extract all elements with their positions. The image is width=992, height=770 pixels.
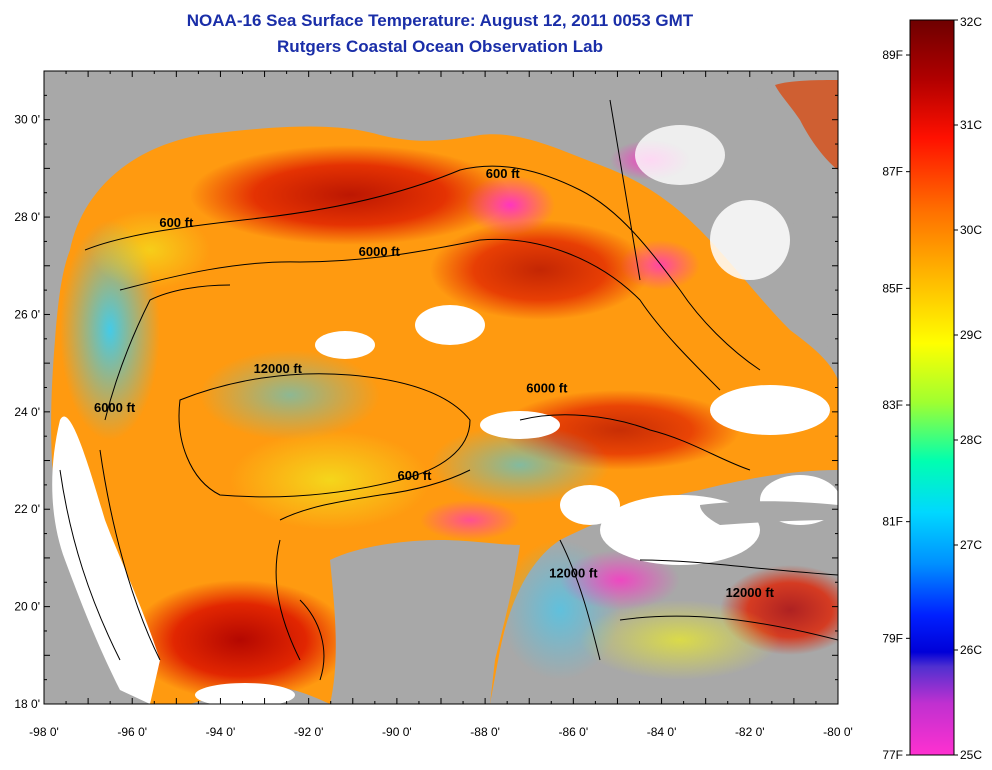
y-axis-labels: 30 0' 28 0' 26 0' 24 0' 22 0' 20 0' 18 0' — [14, 113, 40, 711]
y-tick-label: 22 0' — [14, 502, 40, 516]
cloud-3 — [635, 125, 725, 185]
colorbar-c-label: 26C — [960, 643, 982, 657]
contour-12000ft — [178, 373, 471, 498]
y-tick-label: 26 0' — [14, 307, 40, 321]
mild-zone-2 — [90, 210, 210, 290]
contour-6000ft-east — [519, 414, 751, 471]
y-tick-label: 28 0' — [14, 210, 40, 224]
florida-coast-warm — [775, 80, 838, 170]
x-tick-label: -96 0' — [117, 725, 147, 739]
mild-zone-1 — [230, 430, 430, 530]
colorbar-fahrenheit-labels: 89F 87F 85F 83F 81F 79F 77F — [882, 48, 910, 762]
contour-600ft-south — [279, 469, 471, 521]
axis-ticks — [43, 70, 839, 705]
y-tick-label: 18 0' — [14, 697, 40, 711]
x-tick-label: -86 0' — [559, 725, 589, 739]
x-tick-label: -84 0' — [647, 725, 677, 739]
cloud-9 — [195, 683, 295, 704]
x-tick-label: -88 0' — [470, 725, 500, 739]
contour-label: 600 ft — [398, 468, 433, 483]
colorbar-f-label: 81F — [882, 515, 903, 529]
colorbar-f-label: 77F — [882, 748, 903, 762]
contour-labels: 600 ft 600 ft 6000 ft 12000 ft 6000 ft 6000 f… — [94, 166, 775, 600]
contour-florida-shelf — [609, 99, 641, 281]
contour-label: 6000 ft — [94, 400, 136, 415]
contour-label: 12000 ft — [254, 361, 303, 376]
colorbar-c-label: 28C — [960, 433, 982, 447]
contour-label: 12000 ft — [726, 585, 775, 600]
contour-600ft-north — [84, 165, 761, 371]
warm-zone-central — [430, 220, 650, 320]
cold-patch-4 — [560, 550, 680, 610]
x-axis-labels: -98 0' -96 0' -94 0' -92 0' -90 0' -88 0' -86 … — [29, 725, 853, 739]
contour-12000ft-yucatan — [559, 539, 601, 661]
contour-12000ft-caribbean — [639, 559, 838, 576]
cuba-land — [700, 501, 838, 525]
y-tick-label: 30 0' — [14, 113, 40, 127]
cloud-4 — [710, 200, 790, 280]
colorbar-c-label: 32C — [960, 15, 982, 29]
x-tick-label: -80 0' — [823, 725, 853, 739]
cool-zone-central — [200, 350, 380, 440]
contour-6000ft-west — [104, 284, 231, 421]
yucatan-land — [330, 540, 520, 704]
cloud-west — [52, 416, 160, 704]
mild-zone-3 — [580, 600, 780, 680]
florida-land — [700, 71, 838, 360]
colorbar-c-label: 31C — [960, 118, 982, 132]
colorbar-gradient — [909, 19, 955, 756]
colorbar-f-label: 79F — [882, 631, 903, 645]
cloud-2 — [415, 305, 485, 345]
contour-6000ft-campeche — [275, 539, 301, 661]
warm-zone-south — [130, 580, 350, 700]
contour-label: 6000 ft — [359, 244, 401, 259]
x-tick-label: -92 0' — [294, 725, 324, 739]
title-block: NOAA-16 Sea Surface Temperature: August … — [40, 8, 840, 60]
map-area: 600 ft 600 ft 6000 ft 12000 ft 6000 ft 6000 f… — [44, 71, 838, 704]
contour-label: 6000 ft — [526, 380, 568, 395]
y-tick-label: 24 0' — [14, 405, 40, 419]
colorbar-f-label: 85F — [882, 281, 903, 295]
contour-label: 600 ft — [159, 215, 194, 230]
colorbar-celsius-labels: 32C 31C 30C 29C 28C 27C 26C 25C — [954, 15, 982, 762]
contour-label: 12000 ft — [549, 565, 598, 580]
bathymetry-contours — [59, 99, 838, 681]
colorbar-f-label: 89F — [882, 48, 903, 62]
colorbar-c-label: 29C — [960, 328, 982, 342]
x-tick-label: -98 0' — [29, 725, 59, 739]
y-tick-label: 20 0' — [14, 600, 40, 614]
map-subtitle: Rutgers Coastal Ocean Observation Lab — [277, 37, 603, 56]
colorbar-c-label: 30C — [960, 223, 982, 237]
colorbar: 32C 31C 30C 29C 28C 27C 26C 25C 89F 87F 85F 83F 81F… — [882, 15, 982, 762]
cold-patch-1 — [465, 175, 555, 235]
x-tick-label: -82 0' — [735, 725, 765, 739]
contour-small-1 — [299, 599, 325, 681]
x-tick-label: -90 0' — [382, 725, 412, 739]
cloud-5 — [710, 385, 830, 435]
x-tick-label: -94 0' — [206, 725, 236, 739]
warm-zone-north — [190, 145, 510, 245]
contour-600ft-west — [59, 469, 121, 661]
colorbar-f-label: 87F — [882, 165, 903, 179]
contour-label: 600 ft — [486, 166, 521, 181]
contour-caribbean-2 — [619, 615, 838, 641]
cold-patch-5 — [420, 500, 520, 540]
colorbar-f-label: 83F — [882, 398, 903, 412]
cool-zone-south — [430, 425, 610, 505]
map-title: NOAA-16 Sea Surface Temperature: August … — [186, 11, 694, 30]
cloud-1 — [315, 331, 375, 359]
cloud-8 — [560, 485, 620, 525]
cloud-6 — [480, 411, 560, 439]
colorbar-c-label: 27C — [960, 538, 982, 552]
contour-6000ft-southwest — [99, 449, 161, 661]
contour-6000ft-north — [119, 238, 721, 391]
colorbar-c-label: 25C — [960, 748, 982, 762]
cold-patch-3 — [620, 240, 700, 290]
